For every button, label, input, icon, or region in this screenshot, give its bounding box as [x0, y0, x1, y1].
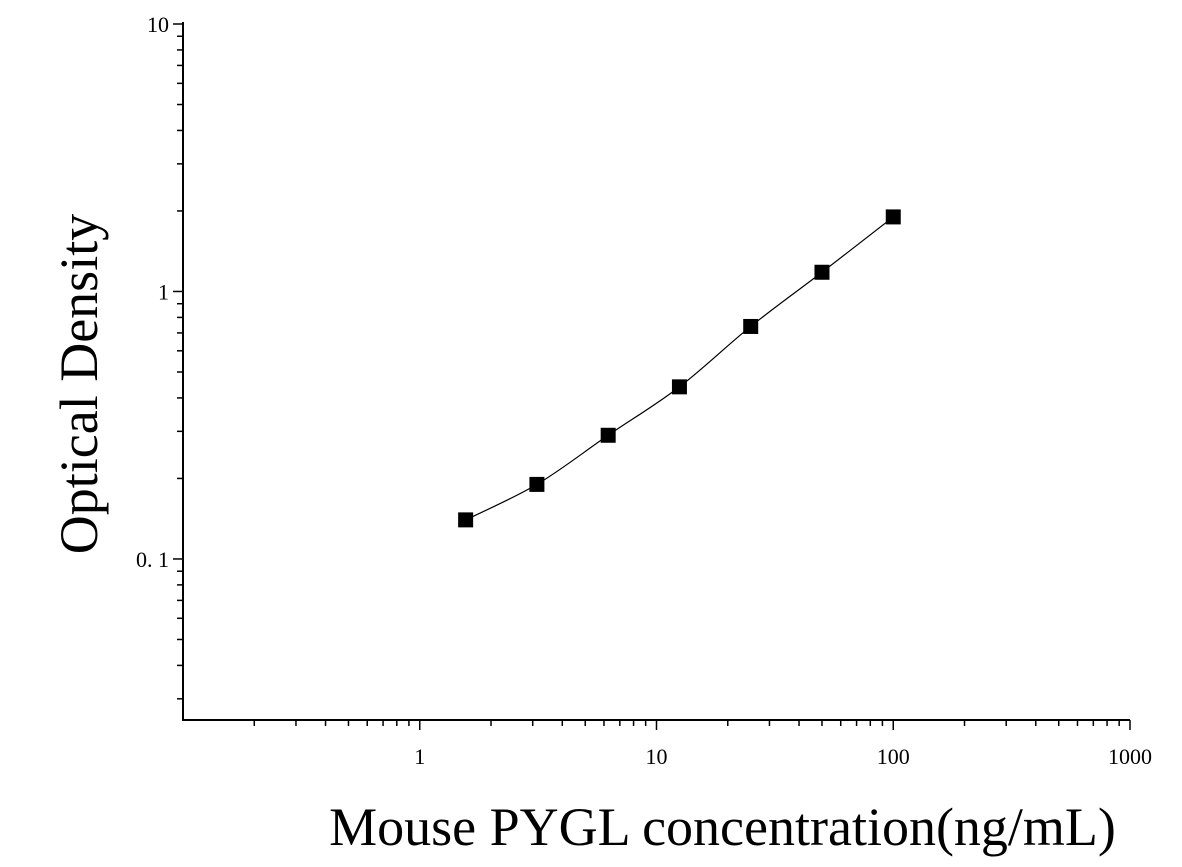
x-tick-label: 100: [877, 744, 910, 769]
data-points: [458, 209, 901, 528]
data-point: [743, 318, 759, 334]
x-tick-label: 1: [414, 744, 425, 769]
fit-curve: [465, 216, 894, 521]
data-point: [529, 476, 545, 492]
y-tick-label: 10: [147, 12, 169, 37]
y-axis-title: Optical Density: [49, 214, 109, 554]
x-tick-label: 10: [646, 744, 668, 769]
y-tick-label: 1: [158, 279, 169, 304]
data-point: [885, 209, 901, 225]
x-axis-title: Mouse PYGL concentration(ng/mL): [329, 797, 1116, 857]
data-point: [458, 512, 474, 528]
axis-ticks: [173, 23, 1131, 730]
data-point: [671, 379, 687, 395]
data-point: [814, 264, 830, 280]
y-tick-label: 0. 1: [136, 547, 169, 572]
axis-tick-labels: 1 10 100 1000 0. 1 1 10: [136, 12, 1152, 769]
data-point: [600, 427, 616, 443]
axes: [182, 22, 1130, 721]
x-tick-label: 1000: [1108, 744, 1152, 769]
